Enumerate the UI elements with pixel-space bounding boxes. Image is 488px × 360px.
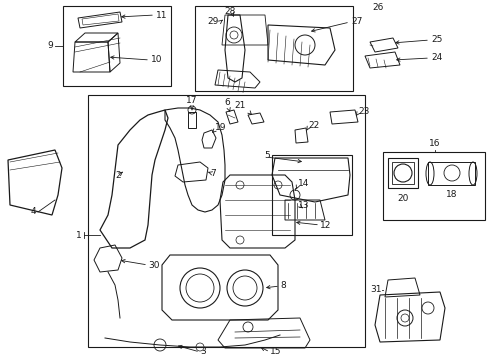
Text: 25: 25 xyxy=(430,36,442,45)
Bar xyxy=(271,155,351,235)
Text: 29: 29 xyxy=(207,18,218,27)
Text: 15: 15 xyxy=(269,347,281,356)
Text: 5: 5 xyxy=(264,150,269,159)
Text: 16: 16 xyxy=(428,139,440,148)
Text: 13: 13 xyxy=(297,201,309,210)
Text: 19: 19 xyxy=(215,123,226,132)
Text: 31: 31 xyxy=(370,285,381,294)
Bar xyxy=(88,95,364,347)
Text: 1: 1 xyxy=(76,230,82,239)
Text: 28: 28 xyxy=(224,8,235,17)
Text: 9: 9 xyxy=(47,41,53,50)
Text: 26: 26 xyxy=(371,4,383,13)
Text: 17: 17 xyxy=(186,96,197,105)
Text: 8: 8 xyxy=(280,280,285,289)
Text: 7: 7 xyxy=(209,168,215,177)
Text: 12: 12 xyxy=(319,220,331,230)
Text: 23: 23 xyxy=(357,108,368,117)
Text: 18: 18 xyxy=(446,190,457,199)
Text: 24: 24 xyxy=(430,54,441,63)
Text: 27: 27 xyxy=(350,18,362,27)
Text: 4: 4 xyxy=(30,207,36,216)
Text: 22: 22 xyxy=(307,122,319,130)
Text: 3: 3 xyxy=(200,347,205,356)
Text: 2: 2 xyxy=(115,171,121,180)
Bar xyxy=(382,152,484,220)
Bar xyxy=(195,6,352,91)
Text: 14: 14 xyxy=(297,179,309,188)
Text: 11: 11 xyxy=(156,10,167,19)
Text: 6: 6 xyxy=(224,98,229,107)
Text: 10: 10 xyxy=(151,55,162,64)
Text: 20: 20 xyxy=(397,194,408,203)
Bar xyxy=(63,6,171,86)
Text: 21: 21 xyxy=(234,101,245,110)
Text: 30: 30 xyxy=(148,261,159,270)
